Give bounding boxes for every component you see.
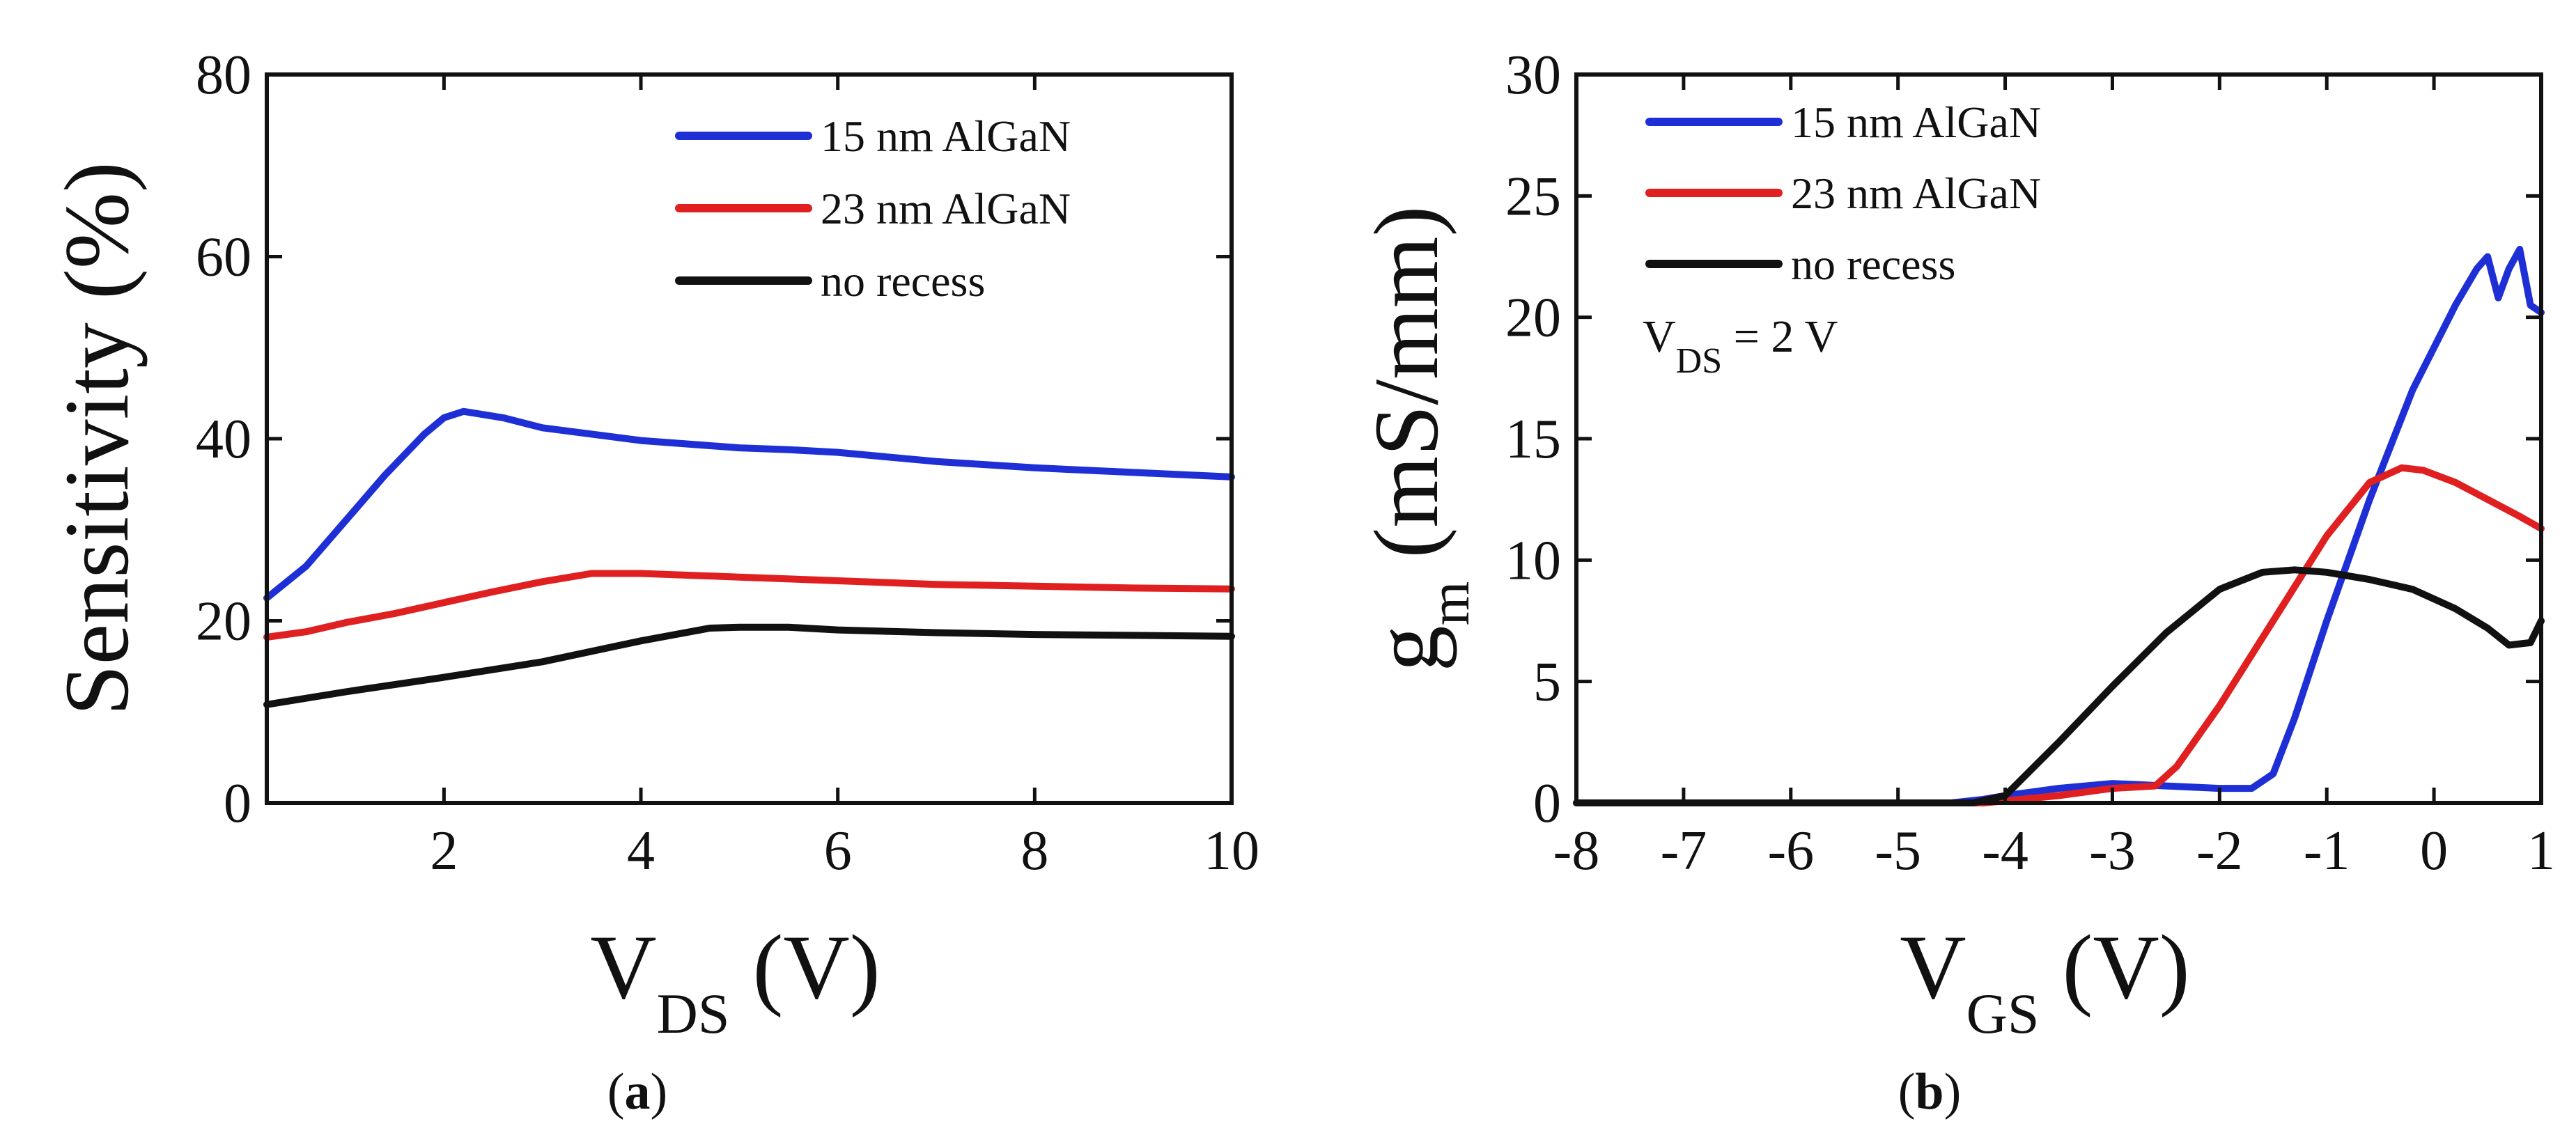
panel-b-x-tick-label: -7 (1661, 820, 1707, 882)
panel-a-x-tick-label: 6 (824, 820, 852, 882)
panel-a-panel-label-close: ) (651, 1063, 668, 1120)
panel-b-series-line-3 (1573, 566, 2545, 806)
panel-a-y-tick-label: 60 (196, 227, 251, 288)
panel-a-series-line-3 (263, 623, 1235, 708)
panel-a-y-tick-label: 0 (224, 773, 251, 834)
panel-b-x-tick-label: -3 (2089, 820, 2136, 882)
panel-a-x-axis-title-sub: DS (657, 982, 730, 1045)
panel-a-x-tick-label: 8 (1021, 820, 1048, 882)
panel-a-y-tick-label: 80 (196, 45, 251, 106)
panel-b-x-tick-label: -8 (1553, 820, 1600, 882)
panel-a-plot-frame (265, 72, 1234, 805)
panel-a-x-tick-label: 2 (430, 820, 458, 882)
panel-b-panel-label-close: ) (1944, 1063, 1962, 1120)
panel-b-annotation-main: V (1643, 311, 1676, 362)
panel-b-x-axis-title-unit: (V) (2039, 916, 2189, 1018)
panel-b-y-axis-title: gm (mS/mm) (1355, 206, 1481, 672)
panel-a-x-axis-title: VDS (V) (590, 916, 880, 1045)
panel-a-series-line-1 (263, 407, 1235, 602)
panel-b-series-line-1 (1573, 246, 2545, 806)
panel-a-x-tick-label: 4 (627, 820, 655, 882)
panel-b-y-axis-title-main: g (1355, 625, 1457, 671)
panel-b-panel-label-letter: b (1915, 1063, 1943, 1120)
panel-b-y-tick-label: 10 (1505, 530, 1561, 591)
panel-b-legend-label-2: 23 nm AlGaN (1791, 169, 2041, 218)
panel-a-y-tick-label: 40 (196, 409, 251, 470)
panel-b-y-axis-title-unit: (mS/mm) (1355, 206, 1457, 581)
panel-b-legend-label-1: 15 nm AlGaN (1791, 97, 2041, 147)
panel-b-y-axis-title-sub: m (1418, 581, 1481, 626)
panel-a-panel-label-open: ( (607, 1063, 625, 1120)
panel-a-y-axis-title: Sensitivity (%) (45, 162, 148, 716)
panel-b-y-tick-label: 25 (1505, 166, 1561, 227)
panel-a-legend-label-3: no recess (821, 256, 985, 306)
panel-b-annotation-sub: DS (1676, 341, 1722, 381)
panel-b-x-tick-label: -2 (2196, 820, 2243, 882)
panel-b-panel-label: (b) (1898, 1063, 1961, 1120)
panel-a-panel-label-letter: a (625, 1063, 651, 1120)
panel-b-y-tick-label: 0 (1533, 773, 1561, 834)
panel-b-x-axis-title: VGS (V) (1900, 916, 2189, 1045)
panel-b-x-tick-label: -5 (1875, 820, 1921, 882)
panel-a-x-axis-title-main: V (590, 916, 656, 1018)
panel-b-y-tick-label: 20 (1505, 288, 1561, 349)
panel-b-x-tick-label: 0 (2420, 820, 2448, 882)
panel-a-panel-label: (a) (607, 1063, 667, 1120)
panel-b-y-tick-label: 5 (1533, 652, 1561, 713)
panel-b-legend-label-3: no recess (1791, 240, 1955, 289)
panel-b-x-tick-label: -4 (1982, 820, 2028, 882)
panel-a-legend-label-1: 15 nm AlGaN (821, 111, 1071, 161)
panel-b-annotation-rest: = 2 V (1722, 311, 1838, 362)
panel-b-panel-label-open: ( (1898, 1063, 1916, 1120)
panel-b-x-axis-title-main: V (1900, 916, 1966, 1018)
panel-a-chart: 2 4 6 8 10 0 20 40 60 80 VDS (V) Sensitivity (%) 15 … (45, 45, 1259, 1120)
panel-b-series-line-2 (1573, 464, 2545, 806)
panel-a-x-tick-label: 10 (1204, 820, 1259, 882)
panel-b-x-tick-label: -6 (1767, 820, 1814, 882)
panel-a-x-axis-title-unit: (V) (729, 916, 880, 1018)
panel-a-series-line-2 (263, 570, 1235, 641)
panel-b-annotation: VDS = 2 V (1643, 311, 1838, 381)
panel-b-x-axis-title-sub: GS (1966, 982, 2040, 1045)
panel-b-y-tick-label: 30 (1505, 45, 1561, 106)
panel-b-y-tick-label: 15 (1505, 409, 1561, 470)
panel-b-x-tick-label: 1 (2527, 820, 2555, 882)
panel-a-legend-label-2: 23 nm AlGaN (821, 184, 1071, 233)
panel-b-x-tick-label: -1 (2304, 820, 2350, 882)
panel-a-y-tick-label: 20 (196, 591, 251, 653)
